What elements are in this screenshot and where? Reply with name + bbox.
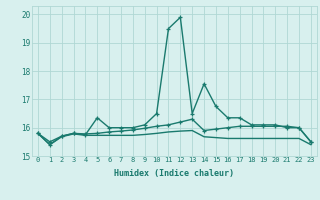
X-axis label: Humidex (Indice chaleur): Humidex (Indice chaleur)	[115, 169, 234, 178]
